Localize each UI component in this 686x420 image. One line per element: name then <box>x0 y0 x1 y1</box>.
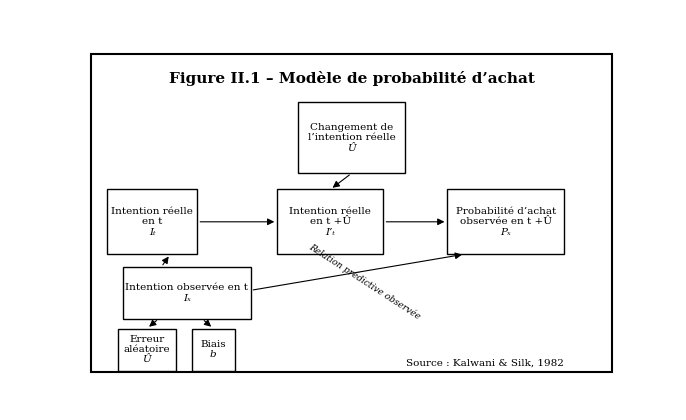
Text: aléatoire: aléatoire <box>123 345 170 354</box>
FancyBboxPatch shape <box>192 328 235 370</box>
Text: Iₜ: Iₜ <box>149 228 156 236</box>
FancyBboxPatch shape <box>107 189 198 254</box>
Text: Erreur: Erreur <box>129 335 165 344</box>
Text: Iₓ: Iₓ <box>183 294 191 303</box>
Text: I’ₜ: I’ₜ <box>325 228 335 236</box>
Text: Û: Û <box>143 355 152 365</box>
Text: Changement de: Changement de <box>310 123 393 132</box>
Text: en t +Û: en t +Û <box>310 217 351 226</box>
FancyBboxPatch shape <box>447 189 564 254</box>
Text: Relation prédictive observée: Relation prédictive observée <box>307 242 423 321</box>
Text: Pₓ: Pₓ <box>501 228 511 236</box>
Text: Probabilité d’achat: Probabilité d’achat <box>456 207 556 216</box>
FancyBboxPatch shape <box>123 267 250 319</box>
Text: observée en t +Û: observée en t +Û <box>460 217 552 226</box>
Text: l’intention réelle: l’intention réelle <box>308 133 395 142</box>
Text: Source : Kalwani & Silk, 1982: Source : Kalwani & Silk, 1982 <box>406 358 564 368</box>
Text: Figure II.1 – Modèle de probabilité d’achat: Figure II.1 – Modèle de probabilité d’ac… <box>169 71 534 87</box>
Text: Û: Û <box>347 144 356 152</box>
Text: en t: en t <box>142 217 163 226</box>
FancyBboxPatch shape <box>118 328 176 370</box>
Text: Intention observée en t: Intention observée en t <box>126 283 248 292</box>
Text: b: b <box>210 350 217 359</box>
FancyBboxPatch shape <box>298 102 405 173</box>
Text: Biais: Biais <box>200 340 226 349</box>
FancyBboxPatch shape <box>277 189 383 254</box>
Text: Intention réelle: Intention réelle <box>111 207 193 216</box>
Text: Intention réelle: Intention réelle <box>289 207 371 216</box>
